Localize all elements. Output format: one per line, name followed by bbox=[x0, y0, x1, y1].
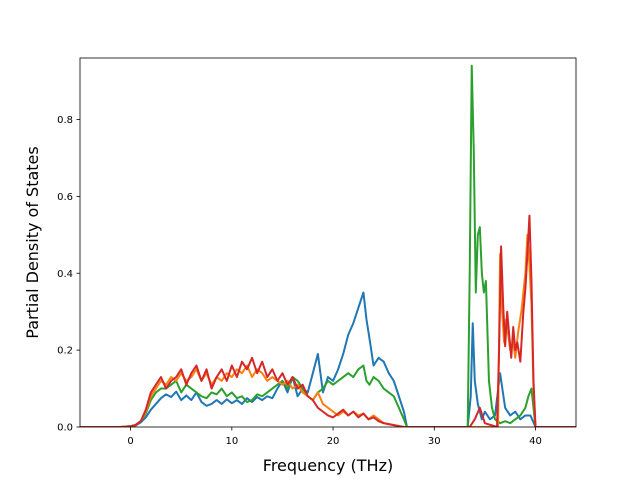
y-tick-label: 0.4 bbox=[57, 269, 73, 280]
plot-frame bbox=[79, 57, 577, 428]
y-tick-label: 0.2 bbox=[57, 346, 73, 357]
y-axis-label: Partial Density of States bbox=[23, 146, 42, 338]
x-tick-label: 20 bbox=[327, 436, 340, 447]
series-group bbox=[80, 64, 576, 427]
series-line-4 bbox=[80, 214, 576, 427]
series-line-2 bbox=[80, 64, 576, 427]
y-tick-label: 0.8 bbox=[57, 115, 73, 126]
x-axis-label: Frequency (THz) bbox=[263, 456, 393, 475]
x-tick-label: 30 bbox=[428, 436, 441, 447]
y-tick-label: 0.0 bbox=[57, 423, 73, 434]
x-tick-label: 40 bbox=[529, 436, 542, 447]
x-tick-label: 0 bbox=[127, 436, 133, 447]
x-tick-label: 10 bbox=[225, 436, 238, 447]
y-tick-label: 0.6 bbox=[57, 192, 73, 203]
axes: 0 10 20 30 40 0.0 0.2 0.4 0.6 0.8 bbox=[57, 57, 577, 447]
plot-lines bbox=[80, 64, 576, 427]
